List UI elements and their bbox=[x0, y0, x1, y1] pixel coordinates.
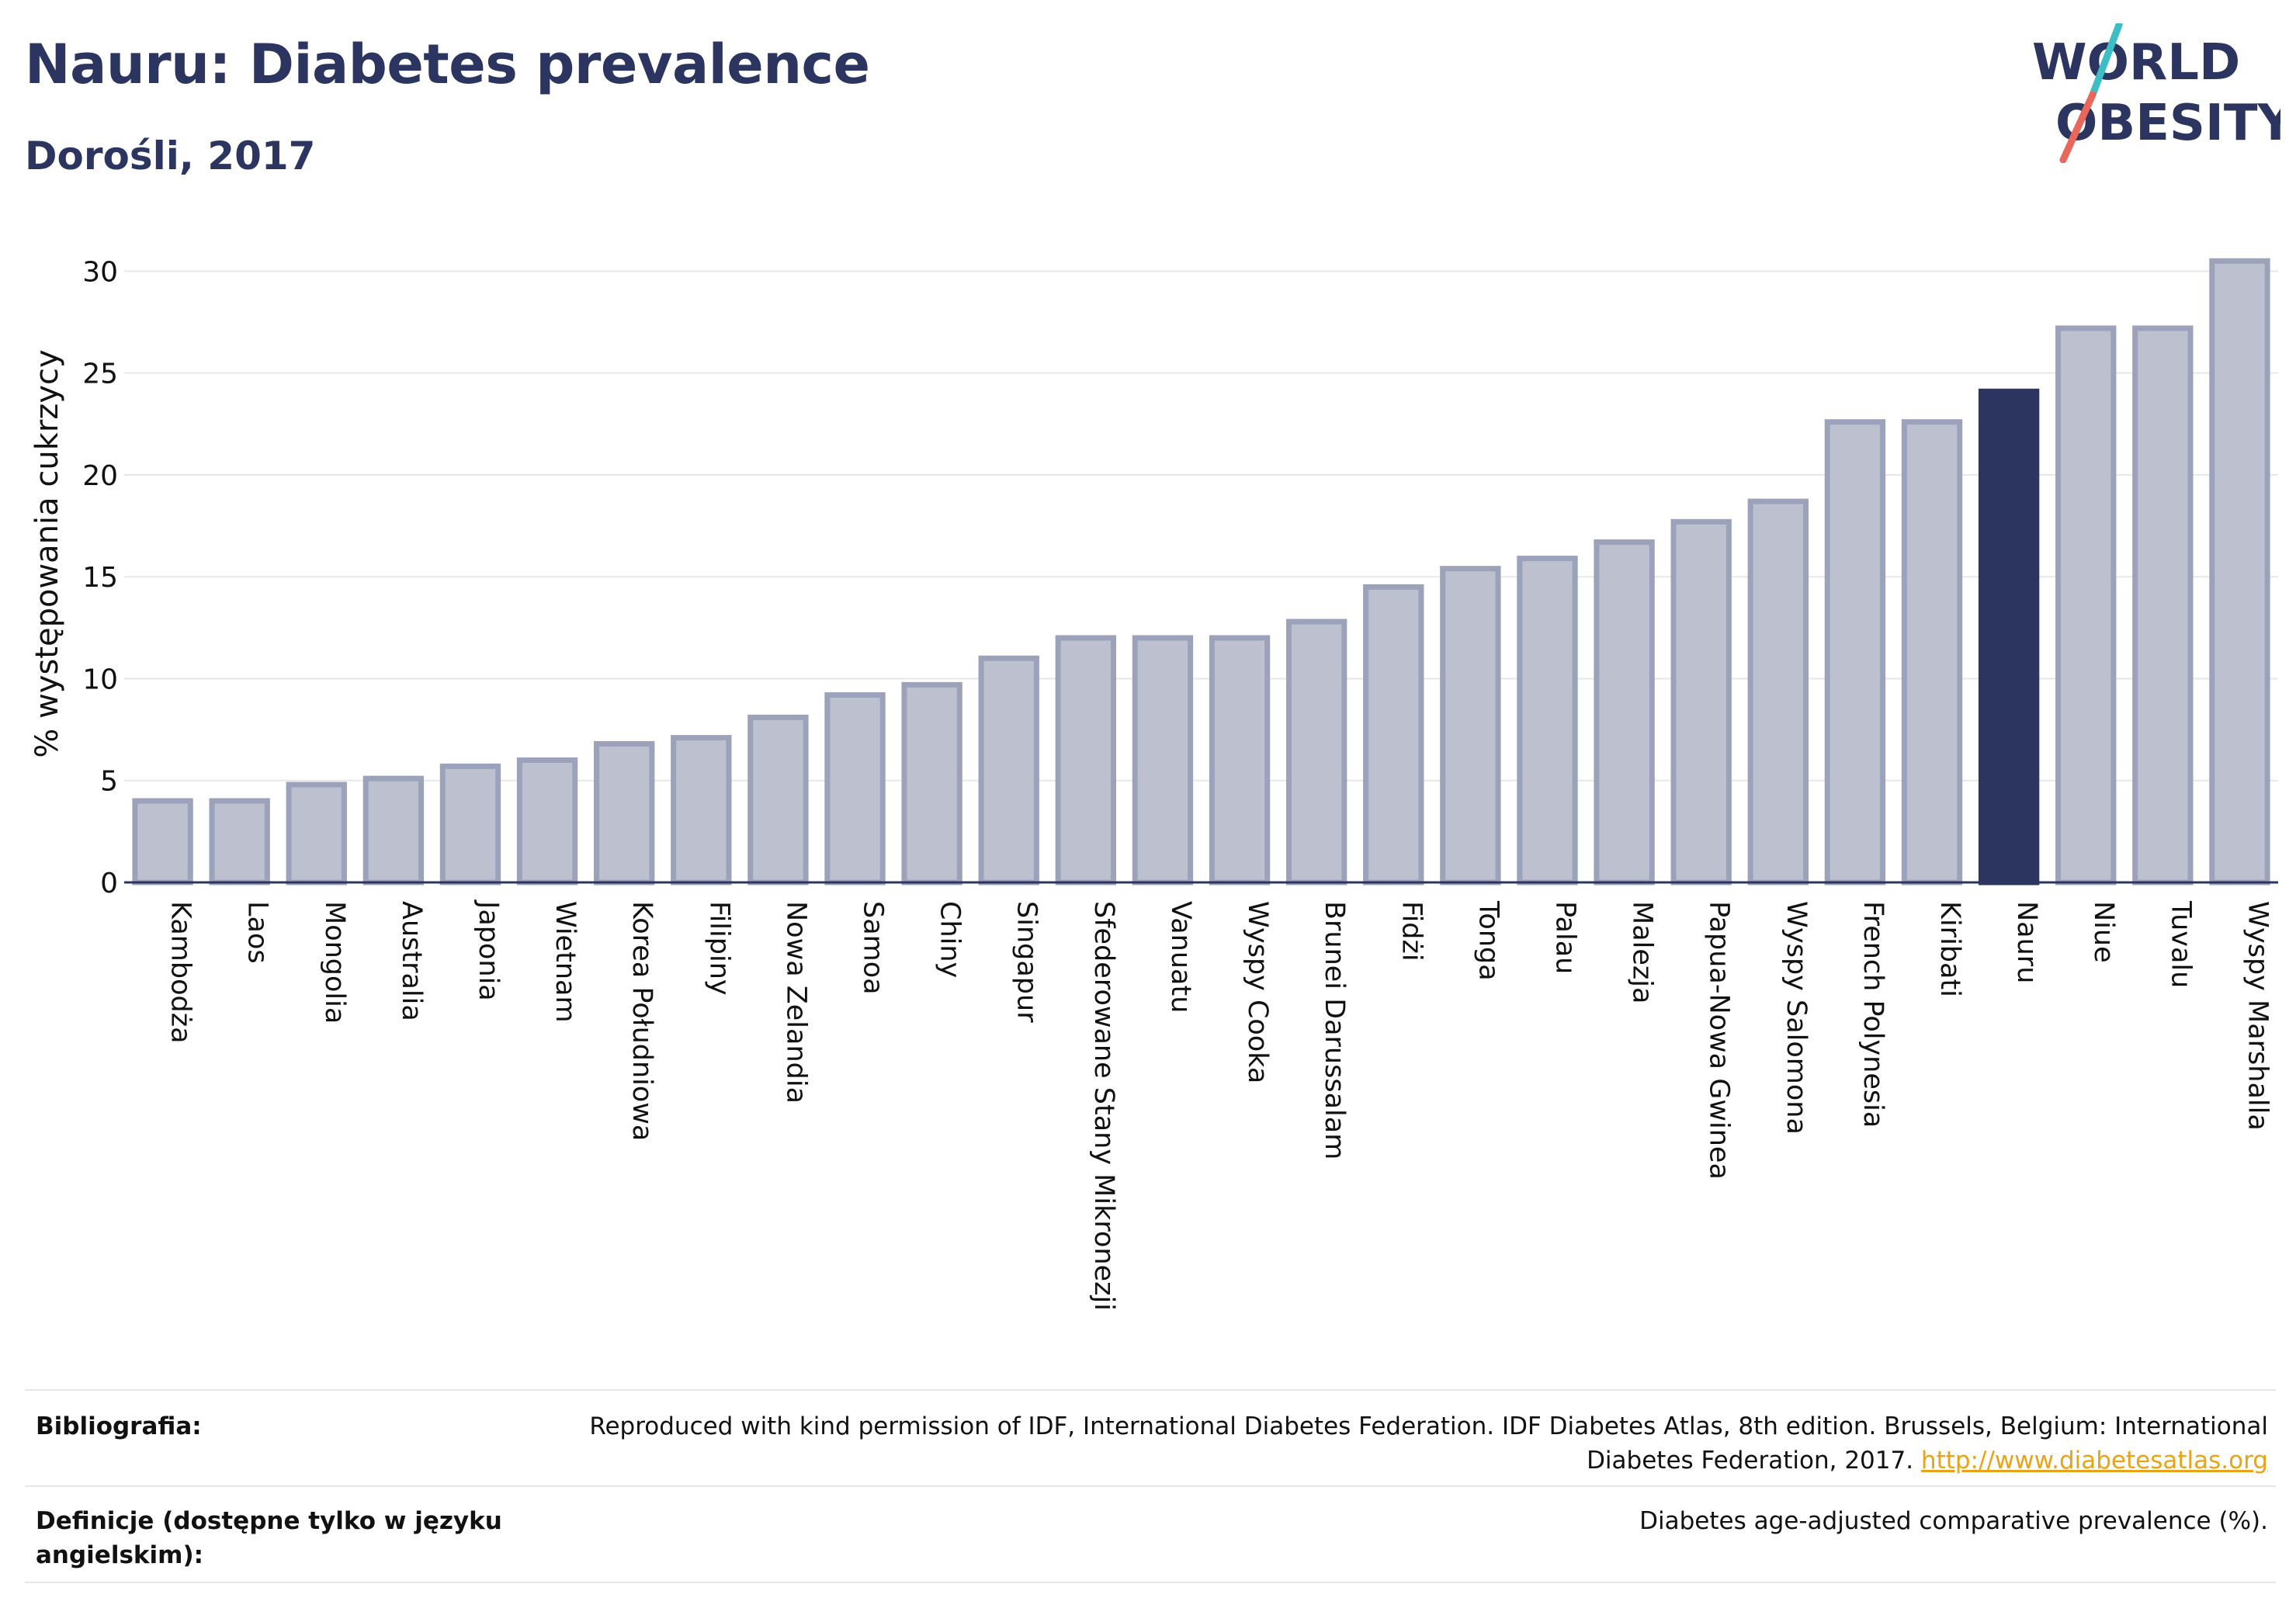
bar-wyspy-marshalla[interactable] bbox=[2209, 258, 2270, 886]
bars bbox=[132, 258, 2270, 886]
x-tick-label: French Polynesia bbox=[1857, 901, 1888, 1128]
bar-wyspy-cooka[interactable] bbox=[1209, 635, 1271, 886]
bar-kambodża[interactable] bbox=[132, 798, 193, 886]
bar-brunei-darussalam[interactable] bbox=[1285, 619, 1347, 886]
x-tick-label: Laos bbox=[242, 901, 273, 964]
x-tick-label: Vanuatu bbox=[1165, 901, 1196, 1013]
chart-title: Nauru: Diabetes prevalence bbox=[25, 33, 870, 96]
logo-slash-coral bbox=[2059, 91, 2097, 163]
bar-palau[interactable] bbox=[1517, 556, 1578, 886]
world-obesity-logo[interactable]: WORLD OBESITY bbox=[2032, 23, 2280, 163]
x-tick-label: Brunei Darussalam bbox=[1319, 901, 1350, 1159]
x-tick-label: Tonga bbox=[1472, 900, 1503, 981]
bar-korea-południowa[interactable] bbox=[594, 740, 655, 886]
bar-japonia[interactable] bbox=[439, 763, 501, 886]
y-axis-label: % występowania cukrzycy bbox=[29, 349, 65, 757]
logo-line2: OBESITY bbox=[2055, 95, 2280, 152]
x-tick-label: Wyspy Salomona bbox=[1781, 901, 1812, 1135]
y-tick-label: 30 bbox=[82, 256, 118, 288]
logo-slash-teal bbox=[2089, 23, 2123, 99]
footer-row-bibliography: Bibliografia: Reproduced with kind permi… bbox=[25, 1389, 2276, 1475]
x-tick-label: Sfederowane Stany Mikronezji bbox=[1088, 901, 1119, 1311]
y-tick-label: 15 bbox=[82, 562, 118, 594]
bibliography-text: Reproduced with kind permission of IDF, … bbox=[589, 1412, 2268, 1475]
x-tick-label: Singapur bbox=[1011, 901, 1042, 1023]
x-tick-label: Samoa bbox=[858, 901, 889, 995]
bar-australia[interactable] bbox=[362, 775, 425, 886]
x-tick-label: Wyspy Cooka bbox=[1242, 901, 1273, 1083]
x-tick-label: Wietnam bbox=[550, 901, 581, 1023]
y-tick-label: 5 bbox=[100, 766, 118, 798]
bar-nauru[interactable] bbox=[1978, 388, 2040, 886]
x-tick-label: Japonia bbox=[473, 899, 504, 1001]
bar-nowa-zelandia[interactable] bbox=[747, 714, 809, 886]
bar-vanuatu[interactable] bbox=[1132, 635, 1194, 886]
bar-singapur[interactable] bbox=[978, 655, 1039, 886]
labels: 0 5 10 15 20 25 30 Kambodża Laos Mongolia Australi… bbox=[82, 256, 2273, 1311]
definitions-value: Diabetes age-adjusted comparative preval… bbox=[1639, 1507, 2268, 1535]
bar-laos[interactable] bbox=[209, 798, 270, 886]
bibliography-link[interactable]: http://www.diabetesatlas.org bbox=[1920, 1447, 2268, 1475]
y-tick-label: 10 bbox=[82, 664, 118, 695]
bibliography-value: Reproduced with kind permission of IDF, … bbox=[560, 1409, 2268, 1478]
x-tick-label: Palau bbox=[1549, 901, 1580, 974]
definitions-label: Definicje (dostępne tylko w języku angie… bbox=[36, 1507, 502, 1569]
y-tick-label: 20 bbox=[82, 460, 118, 492]
bar-tonga[interactable] bbox=[1440, 566, 1501, 886]
x-tick-label: Kambodża bbox=[165, 901, 196, 1044]
x-tick-label: Chiny bbox=[935, 901, 966, 978]
bar-fidżi[interactable] bbox=[1363, 584, 1424, 886]
x-tick-label: Mongolia bbox=[319, 901, 350, 1024]
bar-chart: 0 5 10 15 20 25 30 Kambodża Laos Mongolia Australi… bbox=[29, 256, 2278, 1311]
x-tick-label: Fidżi bbox=[1396, 901, 1427, 962]
x-tick-label: Korea Południowa bbox=[626, 901, 657, 1141]
x-tick-label: Papua-Nowa Gwinea bbox=[1704, 901, 1735, 1180]
x-tick-label: Tuvalu bbox=[2165, 900, 2196, 988]
bar-kiribati[interactable] bbox=[1901, 419, 1963, 886]
bar-french-polynesia[interactable] bbox=[1824, 419, 1886, 886]
bar-filipiny[interactable] bbox=[671, 735, 732, 886]
bar-chiny[interactable] bbox=[901, 681, 962, 886]
footer-bottom-rule bbox=[25, 1582, 2276, 1583]
x-tick-label: Australia bbox=[396, 901, 427, 1021]
chart-subtitle: Dorośli, 2017 bbox=[25, 133, 316, 178]
bar-mongolia[interactable] bbox=[286, 782, 347, 886]
bar-samoa[interactable] bbox=[824, 691, 886, 886]
bar-niue[interactable] bbox=[2055, 325, 2117, 886]
x-tick-label: Nauru bbox=[2011, 901, 2042, 983]
bar-papua-nowa-gwinea[interactable] bbox=[1670, 518, 1732, 886]
logo-line1: WORLD bbox=[2032, 34, 2240, 92]
y-tick-label: 25 bbox=[82, 359, 118, 390]
y-tick-label: 0 bbox=[100, 868, 118, 899]
bibliography-label: Bibliografia: bbox=[36, 1412, 202, 1440]
x-tick-label: Malezja bbox=[1627, 901, 1658, 1003]
x-tick-label: Filipiny bbox=[703, 901, 734, 996]
x-tick-label: Kiribati bbox=[1934, 901, 1965, 997]
footer-row-definitions: Definicje (dostępne tylko w języku angie… bbox=[25, 1485, 2276, 1569]
bar-sfederowane-stany-mikronezji[interactable] bbox=[1055, 635, 1117, 886]
bar-wyspy-salomona[interactable] bbox=[1747, 498, 1809, 886]
bar-malezja[interactable] bbox=[1594, 539, 1655, 886]
x-tick-label: Wyspy Marshalla bbox=[2242, 901, 2273, 1131]
bar-wietnam[interactable] bbox=[516, 757, 578, 886]
x-tick-label: Nowa Zelandia bbox=[780, 901, 811, 1104]
x-tick-label: Niue bbox=[2088, 901, 2119, 963]
bar-tuvalu[interactable] bbox=[2132, 325, 2194, 886]
